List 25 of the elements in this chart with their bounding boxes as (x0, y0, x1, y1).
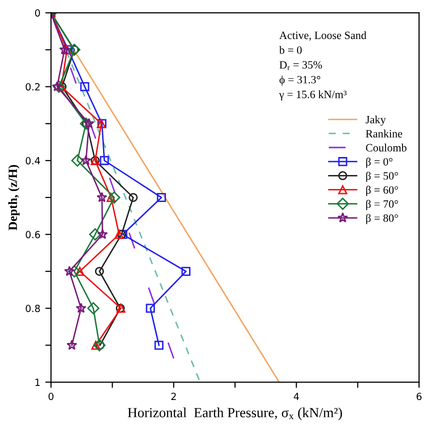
x-tick-label: 0 (48, 392, 54, 400)
x-tick-label: 2 (171, 392, 176, 400)
y-tick-label: 0.6 (26, 230, 40, 238)
legend-label: β = 80° (366, 214, 398, 224)
legend-label: Jaky (366, 116, 386, 126)
x-tick-label: 6 (416, 392, 422, 400)
legend-label: β = 70° (366, 200, 398, 210)
y-tick-label: 1 (35, 378, 40, 386)
annotation: ϕ = 31.3° (280, 76, 320, 86)
y-tick-label: 0.8 (26, 304, 40, 312)
annotation: D$_{r}$ = 35% (280, 61, 322, 70)
legend-label: β = 0° (366, 158, 392, 168)
legend-label: Rankine (366, 130, 402, 138)
annotation: γ = 15.6 kN/m³ (279, 90, 347, 100)
legend-label: β = 60° (366, 186, 398, 196)
annotation: b = 0 (279, 46, 302, 54)
legend-label: Coulomb (366, 144, 406, 152)
annotation: Active, Loose Sand (279, 31, 366, 41)
y-tick-label: 0 (35, 9, 40, 17)
x-axis-title: Horizontal Earth Pressure, σ$_{x}$ (kN/m²) (128, 408, 342, 420)
y-tick-label: 0.4 (26, 157, 40, 164)
y-axis-title: Depth, (z/H) (8, 165, 20, 230)
legend-label: β = 50° (366, 172, 398, 182)
y-tick-label: 0.2 (26, 83, 40, 91)
x-tick-label: 4 (294, 392, 299, 400)
